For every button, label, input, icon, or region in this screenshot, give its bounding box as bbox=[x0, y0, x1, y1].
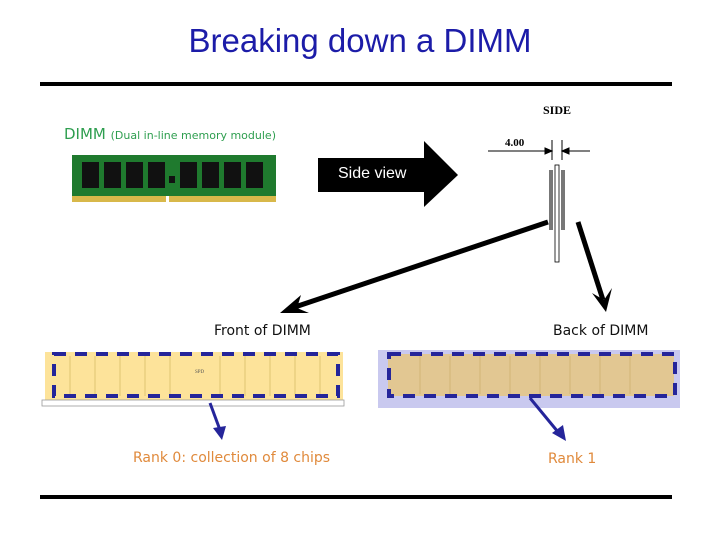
bottom-rule bbox=[40, 495, 672, 499]
side-view-label: Side view bbox=[338, 165, 407, 182]
spd-chip-label: SPD bbox=[195, 370, 205, 375]
dimm-label-sub: (Dual in-line memory module) bbox=[110, 129, 276, 142]
arrow-to-front bbox=[280, 219, 549, 313]
side-label: SIDE bbox=[543, 103, 572, 117]
top-rule bbox=[40, 82, 672, 86]
back-of-dimm-label: Back of DIMM bbox=[553, 323, 649, 339]
rank-0-label: Rank 0: collection of 8 chips bbox=[133, 450, 331, 466]
back-dimm-drawing bbox=[378, 350, 680, 441]
front-of-dimm-label: Front of DIMM bbox=[214, 323, 311, 339]
dimension-label: 4.00 bbox=[505, 137, 525, 149]
arrow-to-back bbox=[575, 221, 612, 312]
side-drawing bbox=[488, 140, 590, 263]
side-view-arrow bbox=[318, 141, 458, 207]
rank-1-label: Rank 1 bbox=[548, 451, 597, 467]
dimm-photo bbox=[72, 155, 276, 202]
front-dimm-drawing bbox=[41, 352, 345, 440]
dimm-label-main: DIMM bbox=[64, 125, 106, 143]
dimm-label: DIMM (Dual in-line memory module) bbox=[64, 125, 276, 143]
slide-title: Breaking down a DIMM bbox=[188, 22, 532, 59]
